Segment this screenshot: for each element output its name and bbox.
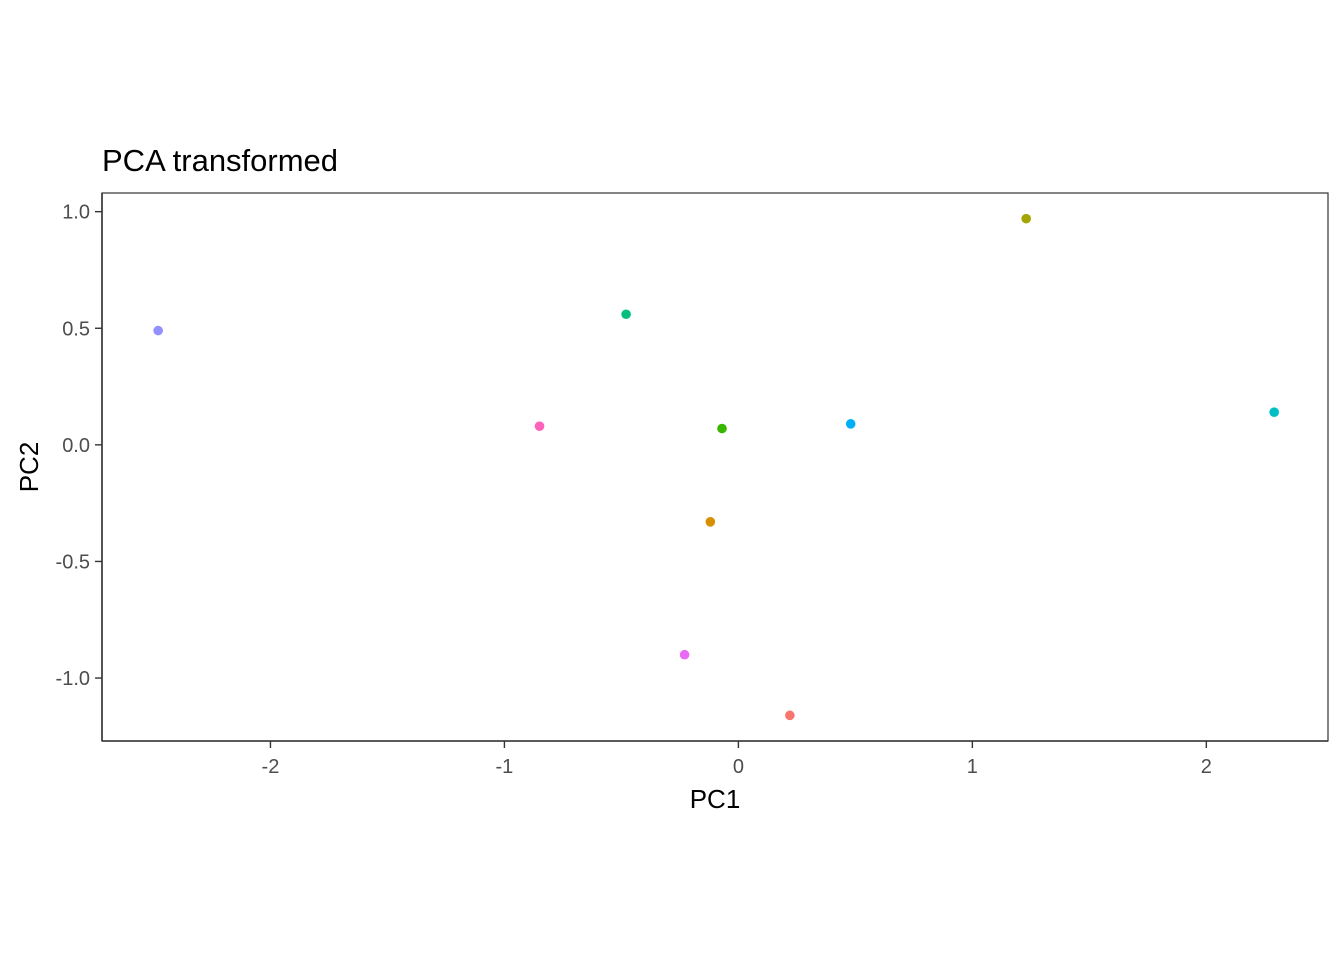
x-tick-label: -1 (496, 756, 514, 778)
x-tick-label: 0 (733, 756, 744, 778)
data-point (1269, 407, 1279, 418)
plot-panel (102, 193, 1328, 741)
x-tick-label: -2 (262, 756, 280, 778)
plot-border (101, 192, 1329, 742)
x-tick-label: 2 (1201, 756, 1212, 778)
data-point (153, 325, 163, 336)
data-point (717, 423, 727, 434)
y-tick-label: 0.0 (62, 435, 90, 457)
y-tick-label: 0.5 (62, 318, 90, 340)
data-point (785, 710, 795, 721)
data-point (621, 309, 631, 320)
y-tick-label: -1.0 (56, 668, 90, 690)
chart-title: PCA transformed (102, 143, 338, 178)
x-axis-label: PC1 (690, 784, 741, 814)
data-points (153, 213, 1279, 721)
x-tick-label: 1 (967, 756, 978, 778)
data-point (534, 421, 545, 431)
y-tick-label: -0.5 (56, 551, 90, 573)
data-point (1021, 213, 1031, 224)
y-ticks: 1.0 0.5 0.0 -0.5 -1.0 (56, 202, 102, 690)
data-point (845, 419, 856, 429)
x-ticks: -2 -1 0 1 2 (262, 741, 1212, 778)
data-point (705, 517, 716, 527)
y-tick-label: 1.0 (62, 202, 90, 224)
y-axis-label: PC2 (14, 442, 44, 493)
data-point (679, 649, 690, 660)
